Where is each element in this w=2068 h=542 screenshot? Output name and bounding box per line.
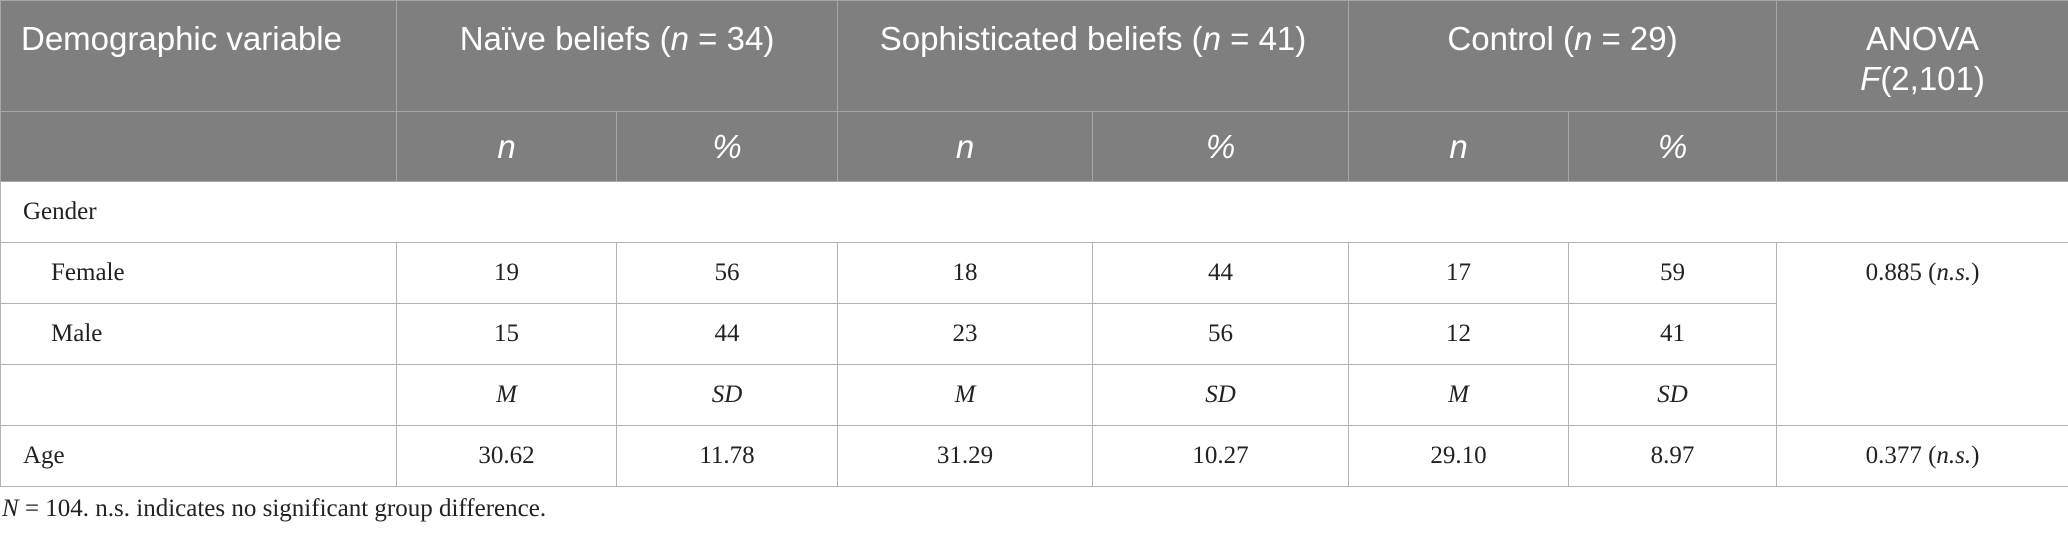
table-cell: 11.78 [615,425,839,487]
gender-anova-value: 0.885 (n.s.) [1776,242,2068,426]
table-row-male: Male 15 44 23 56 12 41 [0,303,2068,365]
header-naive-beliefs: Naïve beliefs (n = 34) [395,0,839,112]
subheader-n: n [396,111,617,182]
table-note: N = 104. n.s. indicates no significant g… [2,495,547,522]
table-row-female: Female 19 56 18 44 17 59 0.885 (n.s.) [0,242,2068,426]
stat-label-mean: M [396,364,617,426]
table-cell: 15 [396,303,617,365]
header-row-1: Demographic variable Naïve beliefs (n = … [0,0,2068,112]
header-blank [1776,111,2068,182]
header-anova: ANOVA F(2,101) [1776,0,2068,112]
table-cell-blank [0,364,397,426]
table-cell: 30.62 [396,425,617,487]
row-label-female: Female [0,242,397,304]
stat-label-sd: SD [1568,364,1778,426]
table-row-stats-header: M SD M SD M SD [0,364,2068,426]
subheader-n: n [837,111,1094,182]
table-cell: 29.10 [1348,425,1570,487]
header-control: Control (n = 29) [1348,0,1778,112]
header-demographic-variable: Demographic variable [0,0,397,112]
subheader-pct: % [1092,111,1350,182]
demographics-table: Demographic variable Naïve beliefs (n = … [0,0,2068,487]
stat-label-mean: M [1348,364,1570,426]
table-cell: 19 [396,242,617,304]
subheader-pct: % [615,111,839,182]
table-row-age: Age 30.62 11.78 31.29 10.27 29.10 8.97 0… [0,425,2068,487]
stat-label-sd: SD [615,364,839,426]
table-cell: 56 [615,242,839,304]
table-cell: 10.27 [1092,425,1350,487]
table-container: Demographic variable Naïve beliefs (n = … [0,0,2068,522]
table-cell: 44 [615,303,839,365]
table-cell: 56 [1092,303,1350,365]
table-cell: 31.29 [837,425,1094,487]
stat-label-mean: M [837,364,1094,426]
table-row-gender-section: Gender [0,181,2068,243]
table-header: Demographic variable Naïve beliefs (n = … [0,0,2068,182]
row-label-male: Male [0,303,397,365]
stat-label-sd: SD [1092,364,1350,426]
table-cell: 8.97 [1568,425,1778,487]
table-cell: 59 [1568,242,1778,304]
table-cell: 12 [1348,303,1570,365]
table-cell: 23 [837,303,1094,365]
age-anova-value: 0.377 (n.s.) [1776,425,2068,487]
subheader-pct: % [1568,111,1778,182]
row-label-age: Age [0,425,397,487]
header-row-2: n % n % n % [0,111,2068,182]
table-body: Gender Female 19 56 18 44 17 59 0.885 (n… [0,181,2068,487]
table-cell: 44 [1092,242,1350,304]
table-cell: 17 [1348,242,1570,304]
header-sophisticated-beliefs: Sophisticated beliefs (n = 41) [837,0,1350,112]
section-label-gender: Gender [0,181,2068,243]
table-cell: 41 [1568,303,1778,365]
subheader-n: n [1348,111,1570,182]
table-cell: 18 [837,242,1094,304]
header-blank [0,111,397,182]
